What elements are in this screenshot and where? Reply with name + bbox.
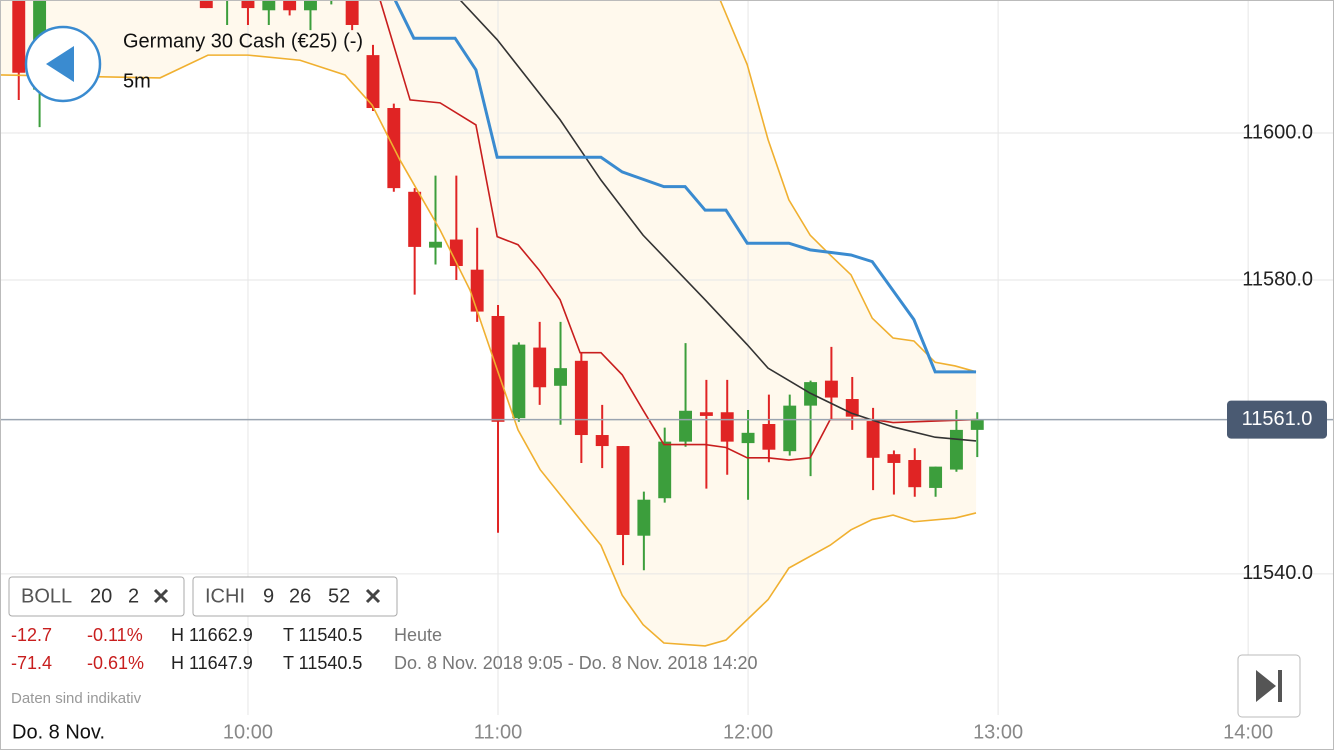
chip-param: 2 [128,585,139,607]
chip-param: 52 [328,585,350,607]
change-pct: -0.61% [87,653,144,673]
x-tick-label: 12:00 [723,721,773,743]
candle-body [366,55,380,109]
indicator-line [393,0,977,374]
change: -12.7 [11,625,52,645]
chip-name: BOLL [21,585,72,607]
candle-body [554,368,567,386]
candle-body [929,466,943,488]
candle-body [887,454,901,463]
candle-body [970,419,984,430]
change: -71.4 [11,653,52,673]
chip-param: 9 [263,585,274,607]
indicator-line [719,0,977,373]
period: Heute [394,625,442,645]
candle-body [304,0,317,11]
candle-body [637,499,651,536]
disclaimer: Daten sind indikativ [11,690,142,707]
candle-body [741,432,755,444]
date-box [0,716,125,750]
candle-body [262,0,276,11]
period: Do. 8 Nov. 2018 9:05 - Do. 8 Nov. 2018 1… [394,653,758,673]
x-tick-label: 10:00 [223,721,273,743]
plot-area [0,0,1334,715]
high: H 11662.9 [171,625,253,645]
axes: 10:00 11:00 12:00 13:00 14:00 11540.0 11580.0 1… [223,121,1327,743]
x-tick-label: 14:00 [1223,721,1273,743]
chip-name: ICHI [205,585,245,607]
candle-body [616,446,630,535]
candle-body [470,269,484,312]
indicator-chip[interactable]: ICHI 9 26 52 [192,576,398,617]
candle-body [241,0,255,9]
candle-body [908,460,922,488]
candle-body [574,360,588,436]
low: T 11540.5 [283,653,362,673]
candle-body [762,424,776,450]
candle-body [491,315,505,422]
candle-body [783,405,797,452]
price-tag [1227,400,1327,439]
candle-body [533,347,547,388]
candle-body [824,380,838,398]
back-arrow[interactable] [46,46,74,82]
candle-body [345,0,359,25]
skip-icon[interactable] [1256,670,1276,702]
indicator-chip[interactable]: BOLL 20 2 [8,576,185,617]
candle-body [949,429,963,470]
candle-body [449,239,463,267]
candle-body [429,241,442,248]
skip-bar[interactable] [1278,670,1282,702]
back-button[interactable] [24,25,102,103]
candle-body [283,0,297,11]
candle-body [658,441,672,499]
band-fill [0,0,977,646]
candle-body [595,435,609,447]
chip-close[interactable] [153,588,169,604]
candle-body [512,344,526,419]
candle-body [720,412,734,442]
indicator-line [379,0,977,461]
price-tag-label: 11561.0 [1242,408,1313,430]
date-label: Do. 8 Nov. [12,721,105,743]
interval: 5m [123,70,151,92]
indicator-line [459,0,977,442]
low: T 11540.5 [283,625,362,645]
candle-body [699,412,713,416]
high: H 11647.9 [171,653,253,673]
y-tick-label: 11580.0 [1242,268,1313,290]
indicator-line [0,54,977,647]
skip-end-button[interactable] [1237,654,1301,718]
y-tick-label: 11600.0 [1242,121,1313,143]
x-tick-label: 13:00 [973,721,1023,743]
candle-body [866,421,880,458]
chip-param: 26 [289,585,311,607]
x-tick-label: 11:00 [474,721,523,743]
candle-body [408,191,422,247]
instrument-title: Germany 30 Cash (€25) (-) [123,30,363,52]
candle-body [199,0,213,9]
y-tick-label: 11540.0 [1242,562,1313,584]
candle-body [12,0,26,73]
chip-close[interactable] [365,588,381,604]
change-pct: -0.11% [87,625,143,645]
chip-box[interactable] [8,576,185,617]
chip-box[interactable] [192,576,398,617]
candle-body [679,410,693,442]
chip-param: 20 [90,585,112,607]
